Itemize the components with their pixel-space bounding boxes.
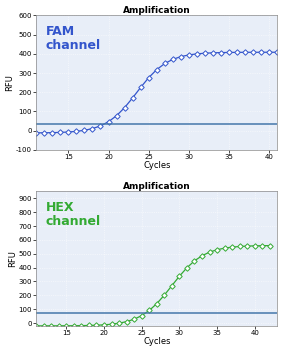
X-axis label: Cycles: Cycles: [143, 338, 171, 346]
Title: Amplification: Amplification: [123, 182, 191, 190]
Y-axis label: RFU: RFU: [6, 74, 14, 91]
Y-axis label: RFU: RFU: [8, 250, 17, 267]
X-axis label: Cycles: Cycles: [143, 162, 171, 170]
Title: Amplification: Amplification: [123, 6, 191, 14]
Text: HEX
channel: HEX channel: [46, 201, 101, 228]
Text: FAM
channel: FAM channel: [46, 25, 101, 52]
